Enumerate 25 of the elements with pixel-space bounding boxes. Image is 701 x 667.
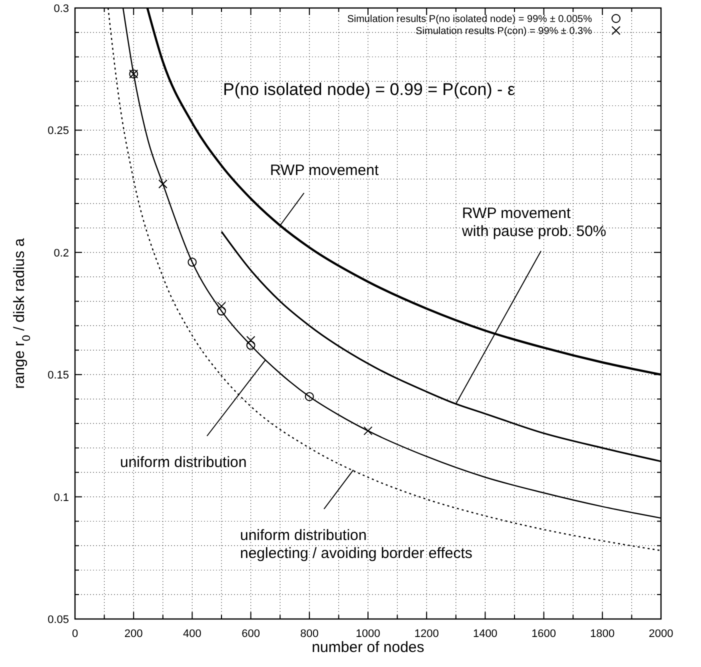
text: P(no isolated node) = 0.99 = P(con) - ε	[223, 80, 516, 99]
x-tick-label: 600	[242, 628, 260, 640]
x-tick-label: 1600	[532, 628, 556, 640]
x-tick-label: 1400	[472, 628, 498, 640]
annotation: uniform distribution neglecting / avoiding border effects	[240, 527, 472, 562]
y-tick-label: 0.2	[54, 247, 69, 260]
annotation: RWP movement	[270, 162, 380, 179]
legend-label: Simulation results P(no isolated node) = 99% ± 0.005%	[347, 14, 592, 25]
x-tick-label: 1200	[414, 628, 439, 640]
x-tick-label: 800	[300, 628, 319, 640]
x-tick-label: 1800	[590, 628, 615, 640]
y-tick-label: 0.3	[54, 3, 69, 15]
x-tick-label: 200	[124, 628, 143, 640]
y-tick-label: 0.25	[48, 125, 69, 138]
y-tick-label: 0.15	[48, 370, 69, 382]
legend-label: Simulation results P(con) = 99% ± 0.3%	[416, 26, 592, 37]
x-tick-label: 2000	[648, 628, 674, 640]
x-axis-title: number of nodes	[312, 639, 424, 656]
x-tick-label: 400	[183, 628, 202, 640]
y-tick-label: 0.1	[54, 492, 69, 504]
x-tick-label: 1000	[356, 628, 380, 640]
annotation: RWP movement with pause prob. 50%	[461, 205, 606, 240]
x-tick-label: 0	[72, 628, 78, 640]
y-tick-label: 0.05	[48, 614, 69, 626]
annotation: uniform distribution	[120, 454, 247, 471]
